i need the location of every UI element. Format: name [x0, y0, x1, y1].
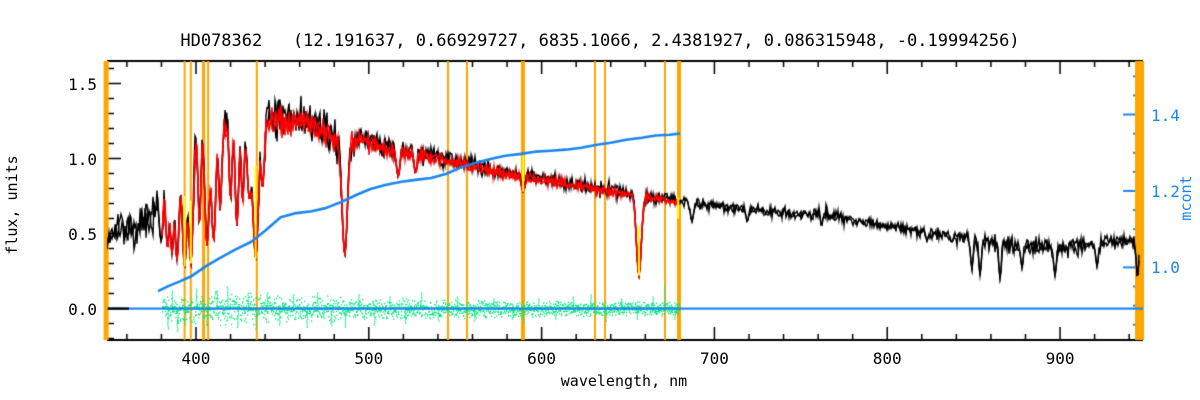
flux-tick-label: 1.0: [68, 149, 97, 169]
x-tick-label: 400: [181, 349, 211, 368]
x-tick-label: 500: [354, 349, 384, 368]
x-tick-label: 700: [699, 349, 729, 368]
mcont-tick-label: 1.4: [1151, 105, 1180, 125]
x-axis-label: wavelength, nm: [560, 372, 688, 390]
plot-title: HD078362 (12.191637, 0.66929727, 6835.10…: [180, 31, 1020, 51]
flux-tick-label: 1.5: [68, 74, 97, 94]
flux-tick-label: 0.0: [68, 299, 97, 319]
x-tick-label: 800: [872, 349, 902, 368]
x-tick-label: 900: [1045, 349, 1075, 368]
mcont-tick-label: 1.0: [1151, 258, 1180, 278]
mcont-tick-label: 1.2: [1151, 181, 1180, 201]
flux-tick-label: 0.5: [68, 224, 97, 244]
left-y-axis-label: flux, units: [3, 155, 21, 255]
x-tick-label: 600: [527, 349, 557, 368]
